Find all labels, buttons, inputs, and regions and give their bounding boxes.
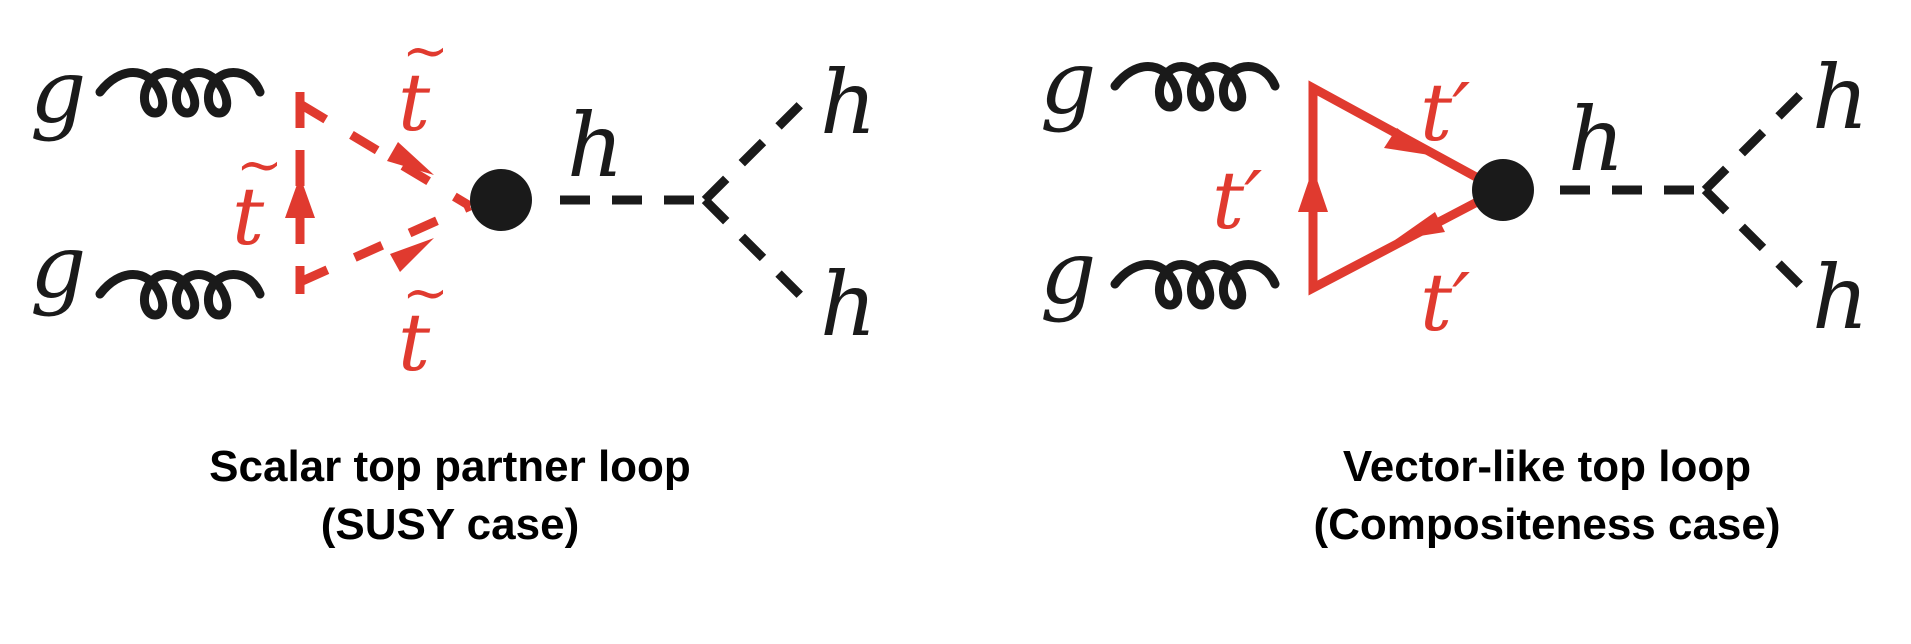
higgs-line-up [1701,91,1804,194]
higgs-line-up [701,96,809,204]
stop-tilde-bottom: ~ [402,261,449,326]
arrow-down-right [1384,128,1436,156]
higgs-label-propagator: h [1568,88,1625,191]
stop-label-left: t [232,170,265,263]
top-partner-loop [1308,80,1510,296]
gluon-line-bottom [1115,265,1275,306]
arrow-up [1298,168,1328,212]
effective-vertex [470,169,532,231]
caption-line-1: Vector-like top loop [1342,442,1752,491]
stop-tilde-top: ~ [402,19,449,84]
gluon-label-bottom: g [30,215,86,318]
arrow-down-left [1395,212,1445,240]
top-partner-label-bottom: t′ [1420,256,1470,349]
arrow-down-right [387,142,434,175]
caption-line-2: (SUSY case) [320,500,580,549]
higgs-line-down [1701,186,1804,289]
gluon-label-bottom: g [1040,221,1096,324]
higgs-label-bottom: h [820,253,877,356]
top-partner-label-left: t′ [1212,154,1262,247]
caption-susy: Scalar top partner loop (SUSY case) [100,438,800,554]
arrow-up [285,176,315,218]
gluon-line-top [1115,67,1275,108]
stop-tilde-left: ~ [236,133,283,198]
gluon-label-top: g [1040,31,1096,134]
higgs-label-propagator: h [567,94,624,197]
higgs-line-down [701,196,809,304]
effective-vertex [1472,159,1534,221]
stop-loop [295,92,473,294]
caption-compositeness: Vector-like top loop (Compositeness case… [1197,438,1897,554]
gluon-label-top: g [30,40,86,143]
caption-line-2: (Compositeness case) [1313,500,1781,549]
gluon-line-top [100,73,260,114]
compositeness-diagram: g g t′ t′ t′ h h h [1040,31,1869,349]
stop-label-top: t [398,56,431,149]
higgs-label-top: h [1812,46,1869,149]
caption-line-1: Scalar top partner loop [209,442,691,491]
arrow-up-right [390,238,434,272]
gluon-line-bottom [100,275,260,316]
top-partner-label-top: t′ [1420,66,1470,159]
higgs-label-top: h [820,51,877,154]
higgs-label-bottom: h [1812,246,1869,349]
stop-label-bottom: t [398,296,431,389]
susy-diagram: g g t ~ t ~ t ~ h h h [30,19,877,389]
